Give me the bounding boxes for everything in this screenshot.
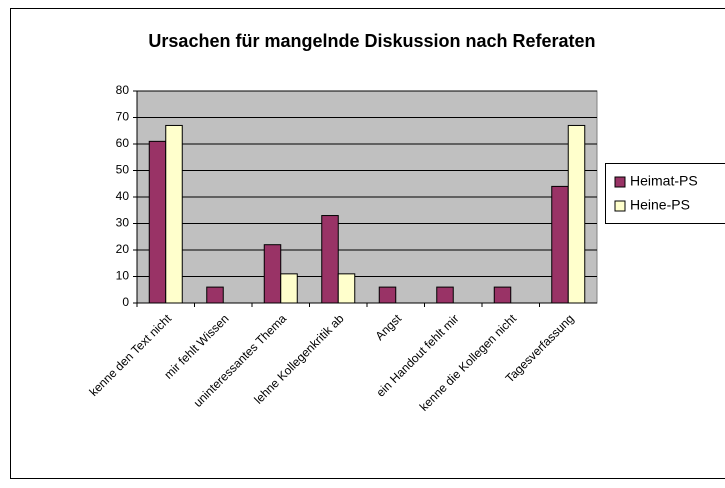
y-tick-label: 10 [116,269,130,283]
bar [551,185,569,304]
bar [337,273,356,304]
y-tick-label: 50 [116,163,130,177]
y-tick-label: 40 [116,189,130,203]
bar [436,286,454,304]
bar [165,124,183,304]
bar [567,124,586,304]
bar [148,140,167,304]
bar [206,286,224,304]
chart-title: Ursachen für mangelnde Diskussion nach R… [148,31,595,51]
legend-label: Heine-PS [630,197,690,213]
bar [321,215,339,304]
legend-swatch [614,176,626,188]
y-tick-label: 0 [122,295,129,309]
y-tick-label: 30 [116,216,130,230]
y-tick-label: 70 [116,110,130,124]
bar [263,244,282,304]
legend-box [605,163,725,224]
y-tick-label: 80 [116,83,130,97]
y-tick-label: 60 [116,136,130,150]
legend-swatch [614,200,626,212]
bar [378,286,397,304]
bar [493,286,512,304]
bar [280,273,298,304]
legend-label: Heimat-PS [630,173,698,189]
y-tick-label: 20 [116,242,130,256]
